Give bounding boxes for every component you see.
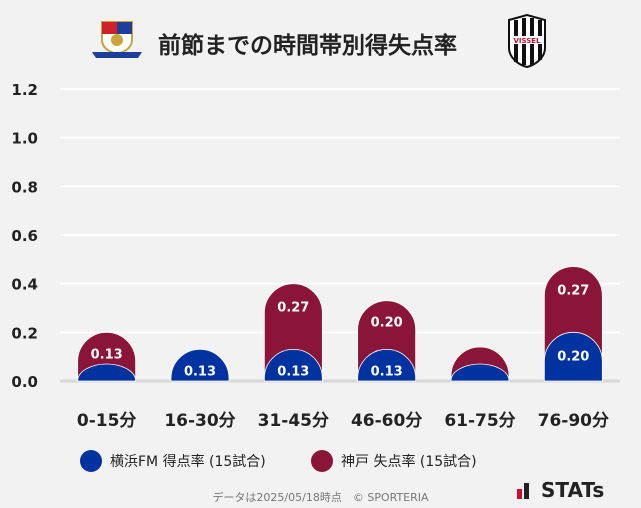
bar-home (77, 363, 137, 382)
svg-text:VISSEL: VISSEL (513, 37, 541, 45)
legend-item-away: 神戸 失点率 (15試合) (311, 450, 477, 472)
data-label-home: 0.13 (184, 364, 216, 379)
x-tick-label: 61-75分 (444, 411, 515, 431)
y-tick-label: 1.0 (11, 130, 38, 148)
data-label-away: 0.27 (277, 301, 309, 316)
x-tick-label: 46-60分 (351, 411, 422, 431)
stats-brand: STATs (517, 478, 604, 502)
legend-swatch-away (311, 450, 333, 472)
bar-home (170, 349, 230, 382)
data-label-away: 0.27 (557, 284, 589, 299)
bar-chart: 0.0 0.2 0.4 0.6 0.8 1.0 1.2 0.13 0-15分 0.13 16-30分… (11, 81, 620, 431)
stats-brand-text: STATs (541, 478, 605, 502)
legend-label-away: 神戸 失点率 (15試合) (341, 454, 477, 470)
bar-home (543, 332, 603, 382)
footer-credit: データは2025/05/18時点 © SPORTERIA (212, 491, 429, 504)
y-tick-label: 0.0 (11, 373, 38, 391)
stats-logo-icon (517, 483, 529, 499)
y-tick-label: 0.6 (11, 227, 38, 245)
data-label-away: 0.20 (371, 316, 403, 331)
y-tick-label: 1.2 (11, 81, 38, 99)
legend-swatch-home (80, 450, 102, 472)
vissel-logo: VISSEL (508, 14, 546, 68)
x-tick-label: 76-90分 (538, 411, 609, 431)
yokohama-logo (92, 21, 142, 58)
bar-home (263, 349, 323, 382)
bar-home (450, 363, 510, 382)
data-label-home: 0.13 (277, 364, 309, 379)
x-tick-label: 0-15分 (77, 411, 137, 431)
legend-label-home: 横浜FM 得点率 (15試合) (110, 454, 266, 470)
data-label-home: 0.13 (371, 364, 403, 379)
data-label-away: 0.13 (91, 347, 123, 362)
data-label-home: 0.20 (557, 349, 589, 364)
x-tick-label: 16-30分 (164, 411, 235, 431)
chart-title: 前節までの時間帯別得失点率 (158, 33, 457, 59)
bar-home (357, 349, 417, 382)
x-tick-label: 31-45分 (258, 411, 329, 431)
y-tick-label: 0.2 (11, 324, 38, 342)
y-tick-label: 0.8 (11, 178, 38, 196)
y-tick-label: 0.4 (11, 276, 38, 294)
legend-item-home: 横浜FM 得点率 (15試合) (80, 450, 266, 472)
